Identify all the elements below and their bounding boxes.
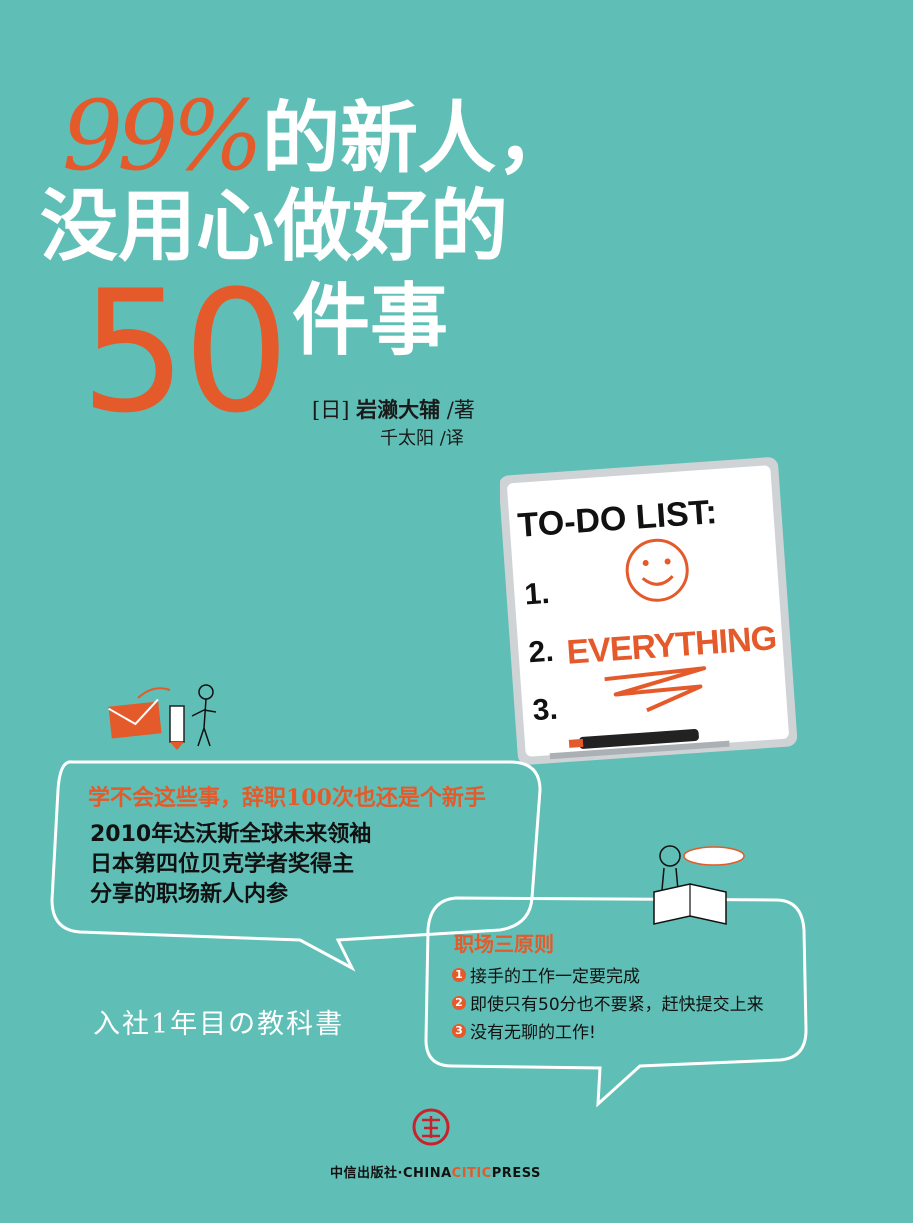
publisher-logo-icon [412, 1108, 450, 1146]
pencil-figure-icon [169, 684, 217, 750]
whiteboard-illustration: TO-DO LIST: 1. 2. 3. EVERYTHING [498, 436, 800, 776]
publisher-name: 中信出版社·CHINACITICPRESS [330, 1162, 541, 1181]
author-prefix: [日] [312, 398, 350, 422]
principle-number: 1 [452, 967, 466, 982]
title-number: 50 [80, 254, 290, 450]
board-item-2: 2. [527, 635, 554, 670]
publisher-en-post: PRESS [491, 1166, 541, 1181]
bubble-line-1: 2010年达沃斯全球未来领袖 [90, 822, 372, 847]
author-name: 岩濑大辅 [356, 397, 441, 422]
principle-number: 2 [452, 995, 466, 1010]
title-line-2: 没用心做好的 [40, 182, 509, 272]
bubble-line-2: 日本第四位贝克学者奖得主 [90, 852, 355, 877]
principle-text: 接手的工作一定要完成 [470, 967, 640, 987]
marker-icon [568, 729, 699, 749]
title-line-1: 的新人， [262, 94, 575, 184]
subtitle-japanese: 入社1年目の教科書 [93, 1009, 345, 1040]
principle-text: 没有无聊的工作! [470, 1023, 596, 1043]
bubble-headline: 学不会这些事，辞职100次也还是个新手 [88, 785, 486, 811]
doodle-envelope-figure [108, 680, 228, 750]
publisher-en-pre: CHINA [402, 1166, 452, 1181]
principle-number: 3 [452, 1023, 466, 1038]
publisher-en-hl: CITIC [451, 1166, 492, 1181]
principle-text: 即使只有50分也不要紧，赶快提交上来 [470, 995, 764, 1015]
translator-line: 千太阳 /译 [380, 428, 464, 449]
principles-title: 职场三原则 [454, 932, 554, 956]
publisher-cn: 中信出版社· [330, 1166, 403, 1181]
smiley-icon [625, 538, 689, 602]
board-item-3: 3. [532, 693, 559, 728]
title-line-3: 件事 [292, 276, 449, 366]
envelope-icon [108, 698, 162, 739]
title-percent: 99% [62, 80, 263, 192]
principle-item: 3 没有无聊的工作! [452, 1018, 596, 1043]
author-role: /著 [446, 398, 475, 422]
board-item-1: 1. [523, 577, 550, 612]
principle-item: 1 接手的工作一定要完成 [452, 962, 640, 987]
bubble-line-3: 分享的职场新人内参 [90, 882, 289, 907]
principle-item: 2 即使只有50分也不要紧，赶快提交上来 [452, 990, 764, 1015]
author-line: [日] 岩濑大辅 /著 [312, 394, 475, 424]
reading-figure-icon [653, 845, 745, 925]
